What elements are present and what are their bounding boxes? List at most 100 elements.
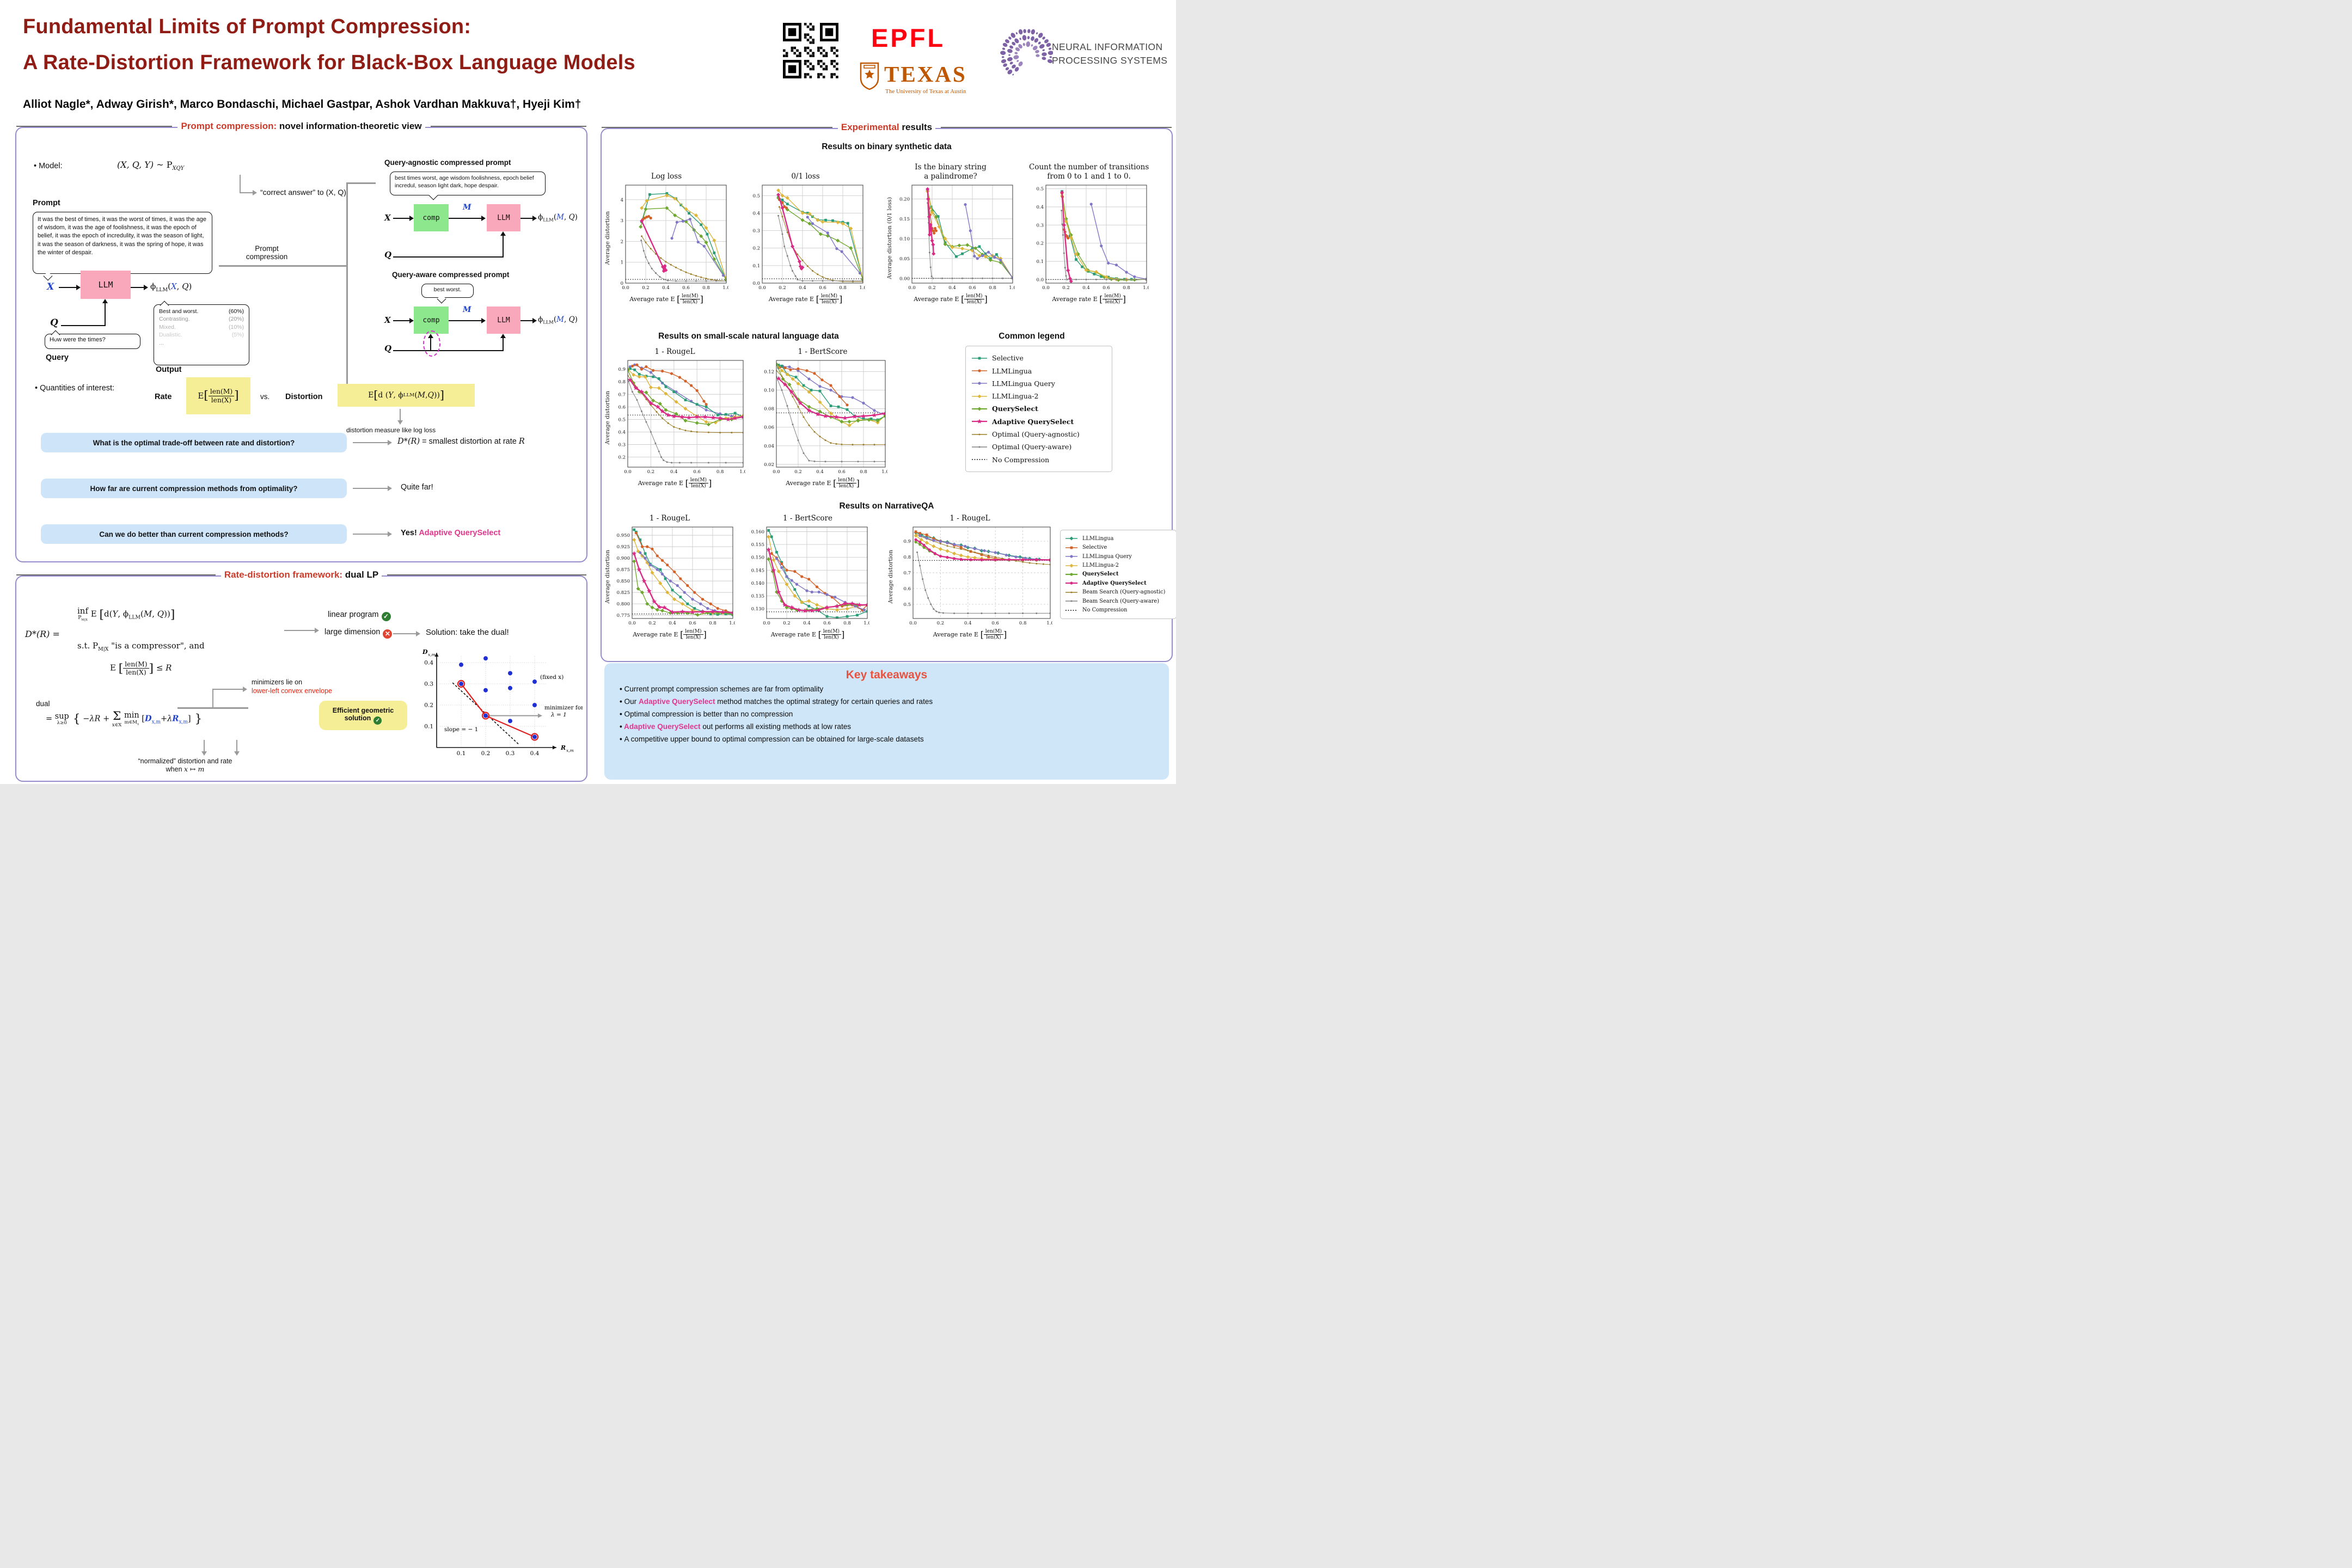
- svg-text:0.0: 0.0: [908, 285, 916, 291]
- normalized-note: “normalized” distortion and rate when x …: [98, 757, 272, 773]
- q-variable: Q: [50, 317, 58, 328]
- efficient-solution-note: Efficient geometric solution ✓: [319, 701, 407, 730]
- svg-text:0.2: 0.2: [1062, 285, 1070, 291]
- legend-item: QuerySelect: [971, 405, 1106, 413]
- svg-text:0.0: 0.0: [773, 469, 780, 475]
- svg-text:0.9: 0.9: [618, 367, 626, 372]
- svg-text:0.2: 0.2: [779, 285, 786, 291]
- x-axis-label: Average rate E [len(M) len(X)]: [629, 293, 703, 305]
- rate-formula: E [len(M) len(X)]: [186, 377, 250, 414]
- question-3: Can we do better than current compressio…: [41, 524, 347, 544]
- qa-x: X: [384, 213, 391, 223]
- legend-item: Optimal (Query-agnostic): [971, 430, 1106, 438]
- svg-text:0.4: 0.4: [1082, 285, 1090, 291]
- legend-item: Optimal (Query-aware): [971, 443, 1106, 451]
- svg-text:0.12: 0.12: [764, 369, 774, 375]
- key-takeaways-title: Key takeaways: [846, 669, 928, 681]
- svg-text:0.0: 0.0: [752, 281, 760, 286]
- svg-text:0.3: 0.3: [752, 229, 760, 234]
- svg-text:0.20: 0.20: [899, 197, 910, 203]
- y-axis-label: Average distortion: [604, 211, 611, 265]
- svg-text:2: 2: [621, 239, 623, 244]
- svg-text:0.6: 0.6: [693, 469, 701, 475]
- panel-rate-distortion: Rate-distortion framework: dual LP D*(R)…: [15, 569, 587, 782]
- svg-text:1.0: 1.0: [881, 469, 887, 475]
- svg-text:0.6: 0.6: [689, 621, 696, 626]
- rate-distortion-scatter-plot: 0.10.10.20.20.30.30.40.4D x,mR x,m(fixed x…: [422, 648, 583, 757]
- svg-text:0.8: 0.8: [843, 621, 851, 626]
- distortion-formula: E [d (Y, ϕ LLM(M, Q))]: [338, 384, 475, 407]
- panel-prompt-header-accent: Prompt compression:: [181, 121, 277, 131]
- x-axis-label: Average rate E [len(M) len(X)]: [638, 477, 712, 489]
- svg-text:0.950: 0.950: [617, 533, 630, 538]
- svg-text:0.4: 0.4: [618, 430, 626, 435]
- query-into-comp-highlight: [423, 330, 440, 357]
- texas-shield-icon: [860, 62, 879, 90]
- y-axis-label: Average distortion: [604, 550, 611, 604]
- svg-text:0.2: 0.2: [618, 455, 626, 461]
- svg-text:0.6: 0.6: [991, 621, 999, 626]
- svg-text:0.4: 0.4: [803, 621, 811, 626]
- legend-item: No Compression: [972, 455, 1050, 464]
- neurips-line2: PROCESSING SYSTEMS: [1052, 54, 1168, 66]
- svg-text:0.2: 0.2: [1036, 241, 1044, 247]
- svg-text:0.0: 0.0: [624, 469, 632, 475]
- svg-text:0: 0: [621, 281, 623, 286]
- svg-text:1.0: 1.0: [1046, 621, 1052, 626]
- svg-text:0.8: 0.8: [716, 469, 724, 475]
- minimizers-note-line2: lower-left convex envelope: [252, 687, 332, 695]
- section-binary-title: Results on binary synthetic data: [822, 142, 952, 151]
- qa-m: M: [463, 203, 471, 212]
- qw-q: Q: [384, 344, 392, 353]
- svg-text:0.775: 0.775: [617, 613, 630, 618]
- svg-text:0.2: 0.2: [648, 621, 656, 626]
- answer-3: Yes! Adaptive QuerySelect: [401, 529, 501, 537]
- takeaway-bullet: Adaptive QuerySelect out performs all ex…: [620, 722, 1154, 731]
- legend-item: No Compression: [1065, 607, 1128, 614]
- output-row: Best and worst. (60%): [159, 308, 244, 315]
- prompt-bubble: It was the best of times, it was the wor…: [33, 212, 212, 274]
- svg-text:0.875: 0.875: [617, 567, 630, 573]
- svg-text:1.0: 1.0: [739, 469, 745, 475]
- qa-phi-mq: ϕLLM(M, Q): [538, 213, 578, 223]
- svg-text:0.130: 0.130: [751, 607, 764, 612]
- svg-text:0.4: 0.4: [799, 285, 806, 291]
- panel-experimental-results: Experimental results Results on binary s…: [601, 122, 1176, 662]
- legend-item: LLMLingua-2: [971, 392, 1106, 400]
- legend-item: LLMLingua Query: [971, 379, 1106, 388]
- svg-text:0.2: 0.2: [783, 621, 791, 626]
- svg-text:0.140: 0.140: [751, 581, 764, 586]
- svg-text:0.2: 0.2: [937, 621, 945, 626]
- chart-01-loss: 0/1 loss 0.0 0.1 0.2 0.3 0.4 0.5 0.0 0.2 0.4 0.6 0.…: [746, 151, 865, 305]
- answer-2: Quite far!: [401, 483, 433, 492]
- query-label: Query: [46, 353, 69, 362]
- svg-text:0.4: 0.4: [670, 469, 678, 475]
- svg-text:0.0: 0.0: [758, 285, 766, 291]
- legend-item: LLMLingua Query: [1065, 553, 1172, 560]
- phi-llm-xq: ϕLLM(X, Q): [150, 281, 192, 293]
- chart-transitions: Count the number of transitions from 0 to…: [1029, 151, 1149, 305]
- rate-label: Rate: [155, 393, 172, 401]
- svg-text:0.4: 0.4: [662, 285, 670, 291]
- svg-text:0.7: 0.7: [618, 392, 626, 397]
- legend-item: Beam Search (Query-agnostic): [1065, 589, 1172, 596]
- poster-root: Fundamental Limits of Prompt Compression…: [0, 0, 1176, 784]
- svg-text:0.4: 0.4: [948, 285, 956, 291]
- svg-text:0.6: 0.6: [819, 285, 826, 291]
- x-axis-label: Average rate E [len(M) len(X)]: [786, 477, 860, 489]
- svg-text:0.825: 0.825: [617, 590, 630, 596]
- svg-text:0.3: 0.3: [506, 750, 515, 757]
- qw-phi-mq: ϕLLM(M, Q): [538, 315, 578, 325]
- svg-text:3: 3: [621, 218, 623, 224]
- svg-text:0.150: 0.150: [751, 555, 764, 561]
- vs-label: vs.: [260, 393, 270, 401]
- primal-st: s.t. PM|X "is a compressor", and: [77, 641, 205, 652]
- svg-text:0.0: 0.0: [1036, 277, 1044, 283]
- svg-text:1.0: 1.0: [859, 285, 865, 291]
- svg-text:slope = − 1: slope = − 1: [444, 726, 478, 733]
- svg-text:0.6: 0.6: [1102, 285, 1110, 291]
- svg-text:1.0: 1.0: [863, 621, 869, 626]
- svg-text:0.8: 0.8: [709, 621, 716, 626]
- takeaway-bullet: A competitive upper bound to optimal com…: [620, 735, 1154, 743]
